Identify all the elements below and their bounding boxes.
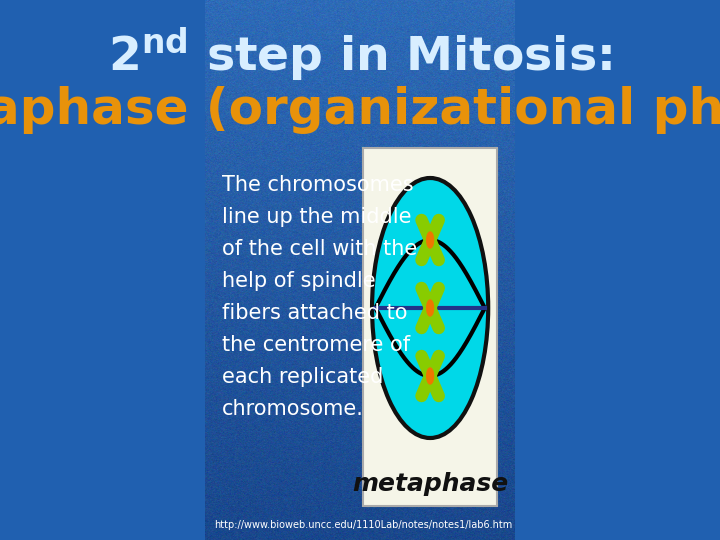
Circle shape — [427, 232, 433, 248]
Text: http://www.bioweb.uncc.edu/1110Lab/notes/notes1/lab6.htm: http://www.bioweb.uncc.edu/1110Lab/notes… — [215, 520, 513, 530]
Text: metaphase (organizational phase): metaphase (organizational phase) — [0, 86, 720, 134]
Text: metaphase: metaphase — [352, 472, 508, 496]
Text: $\mathbf{2^{nd}}$ step in Mitosis:: $\mathbf{2^{nd}}$ step in Mitosis: — [108, 25, 612, 84]
FancyBboxPatch shape — [364, 148, 497, 506]
Ellipse shape — [372, 178, 488, 438]
Circle shape — [427, 368, 433, 384]
Text: The chromosomes
line up the middle
of the cell with the
help of spindle
fibers a: The chromosomes line up the middle of th… — [222, 175, 418, 419]
Circle shape — [427, 300, 433, 316]
